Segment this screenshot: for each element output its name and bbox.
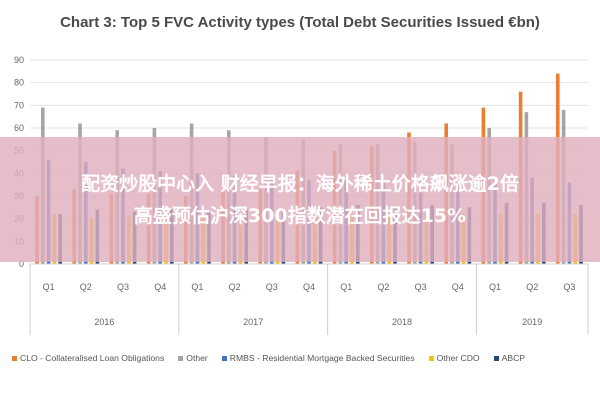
x-tick-label: Q1	[191, 282, 203, 292]
legend-label: CLO - Collateralised Loan Obligations	[20, 353, 165, 363]
legend-swatch	[221, 355, 227, 361]
x-tick-label: Q1	[489, 282, 501, 292]
x-tick-label: Q4	[452, 282, 464, 292]
legend-swatch	[428, 355, 434, 361]
x-tick-label: Q1	[43, 282, 55, 292]
x-tick-label: Q3	[415, 282, 427, 292]
y-tick-label: 0	[19, 259, 24, 269]
y-tick-label: 70	[14, 100, 24, 110]
banner-line-1: 配资炒股中心入 财经早报：海外稀土价格飙涨逾2倍	[81, 172, 519, 195]
chart-title: Chart 3: Top 5 FVC Activity types (Total…	[60, 14, 540, 31]
x-tick-label: Q2	[229, 282, 241, 292]
legend-item: ABCP	[493, 353, 526, 363]
legend-item: Other CDO	[428, 353, 480, 363]
chart-legend: CLO - Collateralised Loan Obligations Oth…	[12, 351, 592, 365]
legend-item: CLO - Collateralised Loan Obligations	[12, 353, 164, 363]
legend-swatch	[12, 355, 17, 361]
x-tick-label: Q2	[526, 282, 538, 292]
x-group-label: 2016	[94, 317, 114, 327]
x-group-label: 2017	[243, 317, 263, 327]
legend-label: RMBS - Residential Mortgage Backed Secur…	[229, 353, 415, 363]
legend-label: ABCP	[501, 353, 526, 363]
x-tick-label: Q3	[563, 282, 575, 292]
legend-item: Other	[178, 353, 208, 363]
x-tick-label: Q2	[80, 282, 92, 292]
legend-item: RMBS - Residential Mortgage Backed Secur…	[221, 353, 415, 363]
y-tick-label: 90	[14, 55, 24, 65]
legend-swatch	[178, 355, 184, 361]
x-tick-label: Q2	[377, 282, 389, 292]
banner-line-2: 高盛预估沪深300指数潜在回报达15%	[133, 204, 467, 227]
x-group-label: 2019	[522, 317, 542, 327]
legend-label: Other	[186, 353, 208, 363]
x-tick-label: Q4	[303, 282, 315, 292]
legend-label: Other CDO	[436, 353, 480, 363]
legend-swatch	[493, 355, 499, 361]
y-tick-label: 80	[14, 78, 24, 88]
x-group-label: 2018	[392, 317, 412, 327]
y-tick-label: 60	[14, 123, 24, 133]
x-tick-label: Q1	[340, 282, 352, 292]
news-banner-overlay[interactable]: 配资炒股中心入 财经早报：海外稀土价格飙涨逾2倍 高盛预估沪深300指数潜在回报…	[0, 137, 600, 262]
x-tick-label: Q3	[266, 282, 278, 292]
x-tick-label: Q3	[117, 282, 129, 292]
x-tick-label: Q4	[154, 282, 166, 292]
